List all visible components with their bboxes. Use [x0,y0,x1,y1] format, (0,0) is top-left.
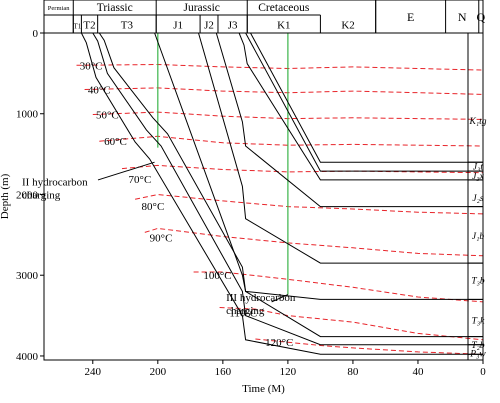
x-axis-label: Time (M) [242,383,285,395]
y-tick-label: 4000 [16,351,39,363]
y-tick-label: 2000 [16,189,39,201]
x-tick-label: 40 [412,366,424,378]
x-tick-label: 80 [347,366,359,378]
period-label: Cretaceous [258,2,310,14]
formation-label: K₁tg [468,117,486,127]
period-label: Permian [48,5,70,12]
period-label: Q [477,10,486,24]
formation-label: J₁b [472,232,485,242]
formation-label: T₃b [471,276,485,286]
x-tick-label: 240 [85,366,102,378]
y-tick-label: 3000 [16,270,39,282]
charging-leader-ii [97,161,155,181]
isotherm-label: 100°C [203,270,231,282]
y-tick-label: 1000 [16,109,39,121]
epoch-label-k2: K2 [341,20,354,32]
x-tick-label: 120 [280,366,297,378]
isotherm-line [255,338,484,355]
isotherm-label: 110°C [229,307,257,319]
isotherm-label: 40°C [88,85,111,97]
burial-curve [245,32,483,172]
plot-frame [43,32,484,361]
burial-curve [98,32,483,338]
formation-label: J₂s [472,194,484,204]
epoch-label-t3: T3 [121,20,134,32]
isotherm-line [84,87,484,95]
x-tick-label: 160 [215,366,232,378]
period-label: E [407,10,414,24]
x-tick-label: 200 [150,366,167,378]
charging-label-iii-line1: III hydrocarbon [226,292,296,304]
isotherm-label: 90°C [150,232,173,244]
isotherm-label: 50°C [96,110,119,122]
formation-label: T₂b [471,341,485,351]
epoch-label-j2: J2 [204,20,214,32]
isotherm-label: 60°C [104,136,127,148]
formation-label: T₃k [472,317,486,327]
x-tick-label: 0 [480,366,486,378]
burial-curve [92,32,483,346]
epoch-label-j1: J1 [173,20,183,32]
formation-label: J₃t [473,162,484,172]
period-label: Jurassic [184,2,220,14]
epoch-label-t1: T1 [73,23,81,31]
y-tick-label: 0 [33,28,39,40]
burial-curve [154,32,483,300]
stratigraphy-header: Permian Triassic Jurassic Cretaceous E N Q T1 T2… [43,0,486,34]
isotherm-line [121,164,484,174]
y-axis-label: Depth (m) [0,173,11,219]
burial-curve [80,32,483,355]
burial-curve [198,32,483,264]
formation-label: J₃x [472,172,485,182]
charging-label-ii: II hydrocarbon charging [22,177,88,202]
epoch-label-t2: T2 [83,20,95,32]
charging-label-ii-line1: II hydrocarbon [22,177,88,189]
isotherm-label: 70°C [129,174,152,186]
burial-curve [238,32,483,181]
isotherm-label: 120°C [265,337,293,349]
burial-curve-layer [80,32,483,355]
epoch-label-j3: J3 [228,20,238,32]
period-label: Triassic [97,2,133,14]
burial-curve [250,32,483,163]
isotherm-layer: 30°C 40°C 50°C 60°C 70°C 80°C 90°C 100°C 110°C 12… [76,60,484,355]
isotherm-line [144,227,484,257]
charging-label-ii-line2: charging [22,190,61,202]
isotherm-line [219,307,484,341]
epoch-label-k1: K1 [277,20,290,32]
burial-curve [215,32,483,208]
isotherm-line [76,63,484,71]
isotherm-label: 80°C [142,201,165,213]
isotherm-line [193,271,484,303]
period-label: N [458,10,467,24]
isotherm-label: 30°C [80,60,103,72]
